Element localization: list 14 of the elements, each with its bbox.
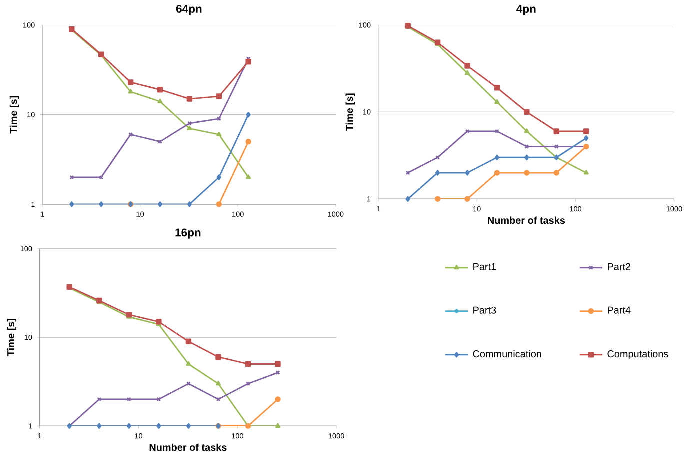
y-axis-title: Time [s]	[346, 94, 356, 132]
legend-label: Part1	[474, 263, 496, 270]
y-axis-title: Time [s]	[7, 319, 16, 356]
legend-label: Part4	[608, 306, 631, 314]
x-axis-title: Number of tasks	[150, 444, 227, 452]
x-axis-title: Number of tasks	[488, 216, 565, 224]
y-axis-title: Time [s]	[10, 96, 20, 134]
chart-title: 64pn	[176, 4, 202, 16]
chart-title: 16pn	[176, 228, 201, 239]
legend-label: Part2	[608, 263, 631, 270]
legend-label: Communication	[473, 350, 542, 358]
chart-title: 4pn	[516, 5, 536, 16]
legend-label: Part3	[474, 306, 496, 314]
legend-label: Computations	[608, 350, 668, 360]
